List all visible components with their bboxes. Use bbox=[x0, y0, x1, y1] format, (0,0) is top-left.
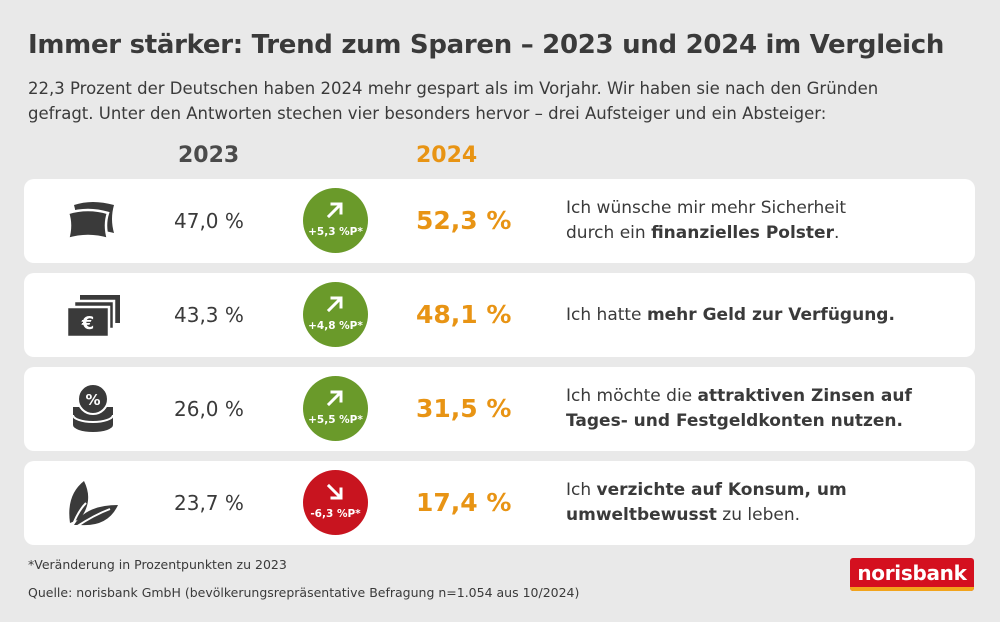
table-row: 47,0 % +5,3 %P* 52,3 % Ich wünsche mir m… bbox=[24, 179, 975, 263]
reason-emphasis: attraktiven Zinsen auf bbox=[697, 386, 912, 406]
arrow-up-right-icon bbox=[326, 296, 343, 313]
value-2024: 48,1 % bbox=[416, 300, 512, 329]
value-2024: 17,4 % bbox=[416, 488, 512, 517]
value-2024: 31,5 % bbox=[416, 394, 512, 423]
reason-line: . bbox=[833, 223, 840, 243]
change-badge: +5,3 %P* bbox=[303, 188, 368, 253]
page-title: Immer stärker: Trend zum Sparen – 2023 u… bbox=[28, 30, 945, 60]
subtitle: 22,3 Prozent der Deutschen haben 2024 me… bbox=[28, 76, 988, 126]
reason-text: Ich verzichte auf Konsum, um umweltbewus… bbox=[566, 461, 966, 545]
column-header-2024: 2024 bbox=[416, 143, 478, 168]
reason-line: durch ein bbox=[566, 223, 652, 243]
money-icon: € bbox=[65, 295, 120, 339]
value-2023: 47,0 % bbox=[174, 209, 244, 233]
change-value: +4,8 %P* bbox=[308, 320, 363, 332]
coins-percent-icon: % bbox=[72, 383, 114, 432]
reason-line: zu leben. bbox=[716, 505, 800, 525]
logo-accent-bar bbox=[850, 587, 974, 591]
change-badge: +4,8 %P* bbox=[303, 282, 368, 347]
reason-emphasis: Tages- und Festgeldkonten nutzen. bbox=[566, 411, 903, 431]
table-row: 23,7 % -6,3 %P* 17,4 % Ich verzichte auf… bbox=[24, 461, 975, 545]
svg-text:€: € bbox=[81, 313, 95, 334]
pillow-icon bbox=[66, 202, 114, 241]
footnote: *Veränderung in Prozentpunkten zu 2023 bbox=[28, 557, 287, 572]
arrow-down-right-icon bbox=[326, 483, 343, 500]
arrow-up-right-icon bbox=[326, 202, 343, 219]
svg-text:%: % bbox=[85, 391, 100, 409]
table-row: % 26,0 % +5,5 %P* 31,5 % Ich möchte die … bbox=[24, 367, 975, 451]
value-2023: 23,7 % bbox=[174, 491, 244, 515]
reason-line: Ich hatte bbox=[566, 304, 647, 325]
table-row: € 43,3 % +4,8 %P* 48,1 % Ich hatte mehr … bbox=[24, 273, 975, 357]
arrow-up-right-icon bbox=[326, 390, 343, 407]
column-header-2023: 2023 bbox=[178, 143, 240, 168]
leaves-icon bbox=[69, 481, 118, 528]
reason-emphasis: umweltbewusst bbox=[566, 505, 717, 525]
reason-line: Ich wünsche mir mehr Sicherheit bbox=[566, 198, 847, 218]
change-value: -6,3 %P* bbox=[310, 508, 361, 520]
value-2023: 43,3 % bbox=[174, 303, 244, 327]
reason-emphasis: verzichte auf Konsum, um bbox=[596, 480, 847, 500]
reason-text: Ich wünsche mir mehr Sicherheit durch ei… bbox=[566, 179, 966, 263]
source-note: Quelle: norisbank GmbH (bevölkerungsrepr… bbox=[28, 585, 580, 600]
reason-emphasis: mehr Geld zur Verfügung. bbox=[646, 304, 895, 325]
change-badge: +5,5 %P* bbox=[303, 376, 368, 441]
value-2023: 26,0 % bbox=[174, 397, 244, 421]
change-value: +5,3 %P* bbox=[308, 226, 363, 238]
subtitle-line-2: gefragt. Unter den Antworten stechen vie… bbox=[28, 104, 827, 123]
reason-text: Ich möchte die attraktiven Zinsen auf Ta… bbox=[566, 367, 966, 451]
reason-text: Ich hatte mehr Geld zur Verfügung. bbox=[566, 273, 966, 357]
value-2024: 52,3 % bbox=[416, 206, 512, 235]
reason-emphasis: finanzielles Polster bbox=[651, 223, 834, 243]
logo-text: norisbank bbox=[857, 561, 967, 585]
change-badge: -6,3 %P* bbox=[303, 470, 368, 535]
change-value: +5,5 %P* bbox=[308, 414, 363, 426]
norisbank-logo: norisbank bbox=[850, 558, 974, 591]
subtitle-line-1: 22,3 Prozent der Deutschen haben 2024 me… bbox=[28, 79, 879, 98]
reason-line: Ich bbox=[566, 480, 597, 500]
reason-line: Ich möchte die bbox=[566, 386, 698, 406]
